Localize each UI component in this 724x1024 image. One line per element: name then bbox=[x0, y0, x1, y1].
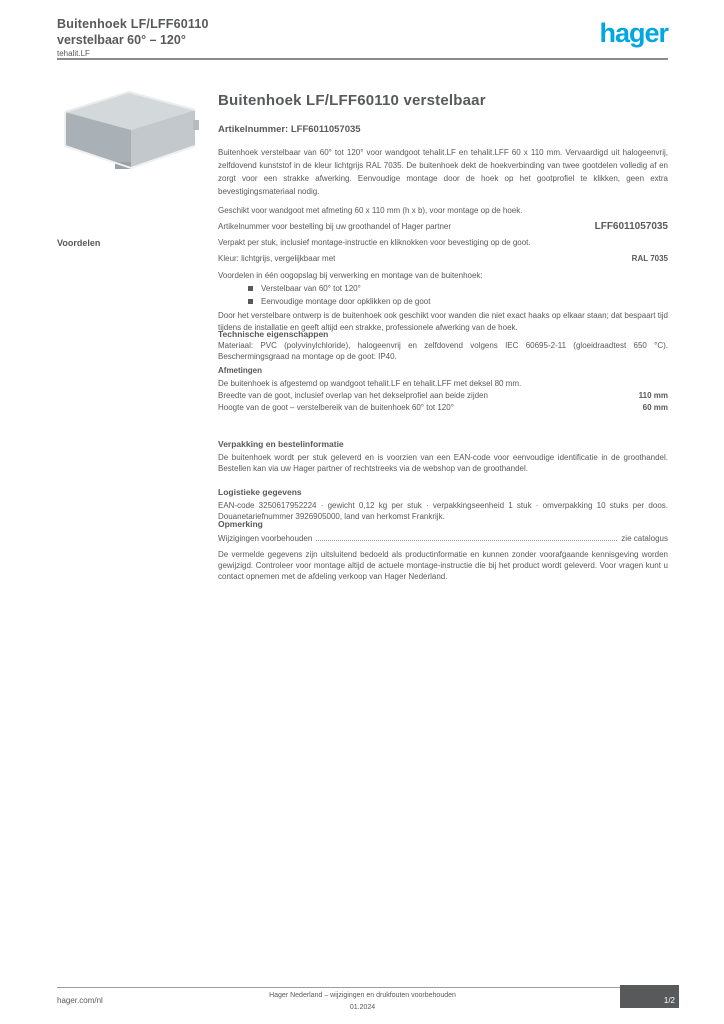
section-logistics: Logistieke gegevens EAN-code 32506179522… bbox=[218, 487, 668, 522]
product-description: Buitenhoek verstelbaar van 60° tot 120° … bbox=[218, 148, 668, 196]
info-row: Artikelnummer voor bestelling bij uw gro… bbox=[218, 219, 668, 235]
info-row: Geschikt voor wandgoot met afmeting 60 x… bbox=[218, 203, 668, 219]
section-heading: Verpakking en bestelinformatie bbox=[218, 439, 344, 449]
header-product-line2: verstelbaar 60° – 120° bbox=[57, 33, 186, 47]
footer-center-line1: Hager Nederland – wijzigingen en drukfou… bbox=[269, 992, 456, 999]
section-packaging: Verpakking en bestelinformatie De buiten… bbox=[218, 439, 668, 474]
page-indicator: 1/2 bbox=[663, 996, 675, 1005]
article-reference: Artikelnummer: LFF6011057035 bbox=[218, 124, 361, 135]
section-paragraph: EAN-code 3250617952224 · gewicht 0,12 kg… bbox=[218, 501, 668, 521]
square-bullet-icon bbox=[248, 299, 253, 304]
section-heading: Logistieke gegevens bbox=[218, 487, 302, 497]
spec-text: Hoogte van de goot – verstelbereik van d… bbox=[218, 403, 454, 412]
info-rows: Geschikt voor wandgoot met afmeting 60 x… bbox=[218, 203, 668, 267]
color-value: RAL 7035 bbox=[631, 254, 668, 263]
info-row-text: Geschikt voor wandgoot met afmeting 60 x… bbox=[218, 206, 523, 215]
spec-row: Breedte van de goot, inclusief overlap v… bbox=[218, 390, 668, 402]
page-title: Buitenhoek LF/LFF60110 verstelbaar bbox=[218, 92, 486, 109]
section-heading: Opmerking bbox=[218, 519, 263, 529]
leader-value: zie catalogus bbox=[621, 534, 668, 543]
article-number-value: LFF6011057035 bbox=[594, 221, 668, 232]
info-row-text: Verpakt per stuk, inclusief montage-inst… bbox=[218, 238, 531, 247]
header-product-line1: Buitenhoek LF/LFF60110 bbox=[57, 17, 209, 31]
width-value: 110 mm bbox=[638, 391, 668, 400]
section-heading: Technische eigenschappen bbox=[218, 329, 329, 339]
benefits-block: Voordelen in één oogopslag bij verwerkin… bbox=[218, 270, 668, 333]
section-technical: Technische eigenschappen Materiaal: PVC … bbox=[218, 329, 668, 414]
info-row: Kleur: lichtgrijs, vergelijkbaar met RAL… bbox=[218, 251, 668, 267]
page-number-box: 1/2 bbox=[620, 985, 679, 1008]
benefit-text: Verstelbaar van 60° tot 120° bbox=[261, 284, 361, 293]
section-paragraph: De buitenhoek wordt per stuk geleverd en… bbox=[218, 453, 668, 473]
benefits-tail: Door het verstelbare ontwerp is de buite… bbox=[218, 311, 668, 332]
info-row: Verpakt per stuk, inclusief montage-inst… bbox=[218, 235, 668, 251]
leader-row: Wijzigingen voorbehouden zie catalogus bbox=[218, 532, 668, 546]
height-value: 60 mm bbox=[642, 403, 668, 412]
info-row-text: Artikelnummer voor bestelling bij uw gro… bbox=[218, 222, 452, 231]
product-photo bbox=[57, 84, 203, 170]
sidebar-section-label: Voordelen bbox=[57, 238, 101, 248]
section-material-line: Materiaal: PVC (polyvinylchloride), halo… bbox=[218, 341, 668, 361]
corner-piece-illustration bbox=[64, 90, 199, 170]
square-bullet-icon bbox=[248, 286, 253, 291]
spec-row: De buitenhoek is afgestemd op wandgoot t… bbox=[218, 378, 668, 390]
benefit-item: Verstelbaar van 60° tot 120° bbox=[218, 282, 668, 295]
footer-rule bbox=[57, 987, 668, 988]
section-note: Opmerking Wijzigingen voorbehouden zie c… bbox=[218, 519, 668, 582]
section-sublabel: Afmetingen bbox=[218, 366, 262, 375]
hager-logo: hager bbox=[599, 18, 669, 48]
spec-text: Breedte van de goot, inclusief overlap v… bbox=[218, 391, 488, 400]
header-rule bbox=[57, 58, 668, 60]
note-paragraph: De vermelde gegevens zijn uitsluitend be… bbox=[218, 550, 668, 581]
leader-label: Wijzigingen voorbehouden bbox=[218, 534, 313, 543]
benefit-text: Eenvoudige montage door opklikken op de … bbox=[261, 297, 431, 306]
info-row-text: Kleur: lichtgrijs, vergelijkbaar met bbox=[218, 254, 336, 263]
dotted-leader bbox=[316, 540, 618, 541]
header-product-line3: tehalit.LF bbox=[57, 49, 90, 58]
benefits-lead: Voordelen in één oogopslag bij verwerkin… bbox=[218, 271, 483, 280]
benefit-item: Eenvoudige montage door opklikken op de … bbox=[218, 295, 668, 308]
spec-text: De buitenhoek is afgestemd op wandgoot t… bbox=[218, 379, 522, 388]
footer-center-line2: 01.2024 bbox=[349, 1004, 376, 1011]
spec-row: Hoogte van de goot – verstelbereik van d… bbox=[218, 402, 668, 414]
footer-website-link[interactable]: hager.com/nl bbox=[57, 996, 103, 1005]
